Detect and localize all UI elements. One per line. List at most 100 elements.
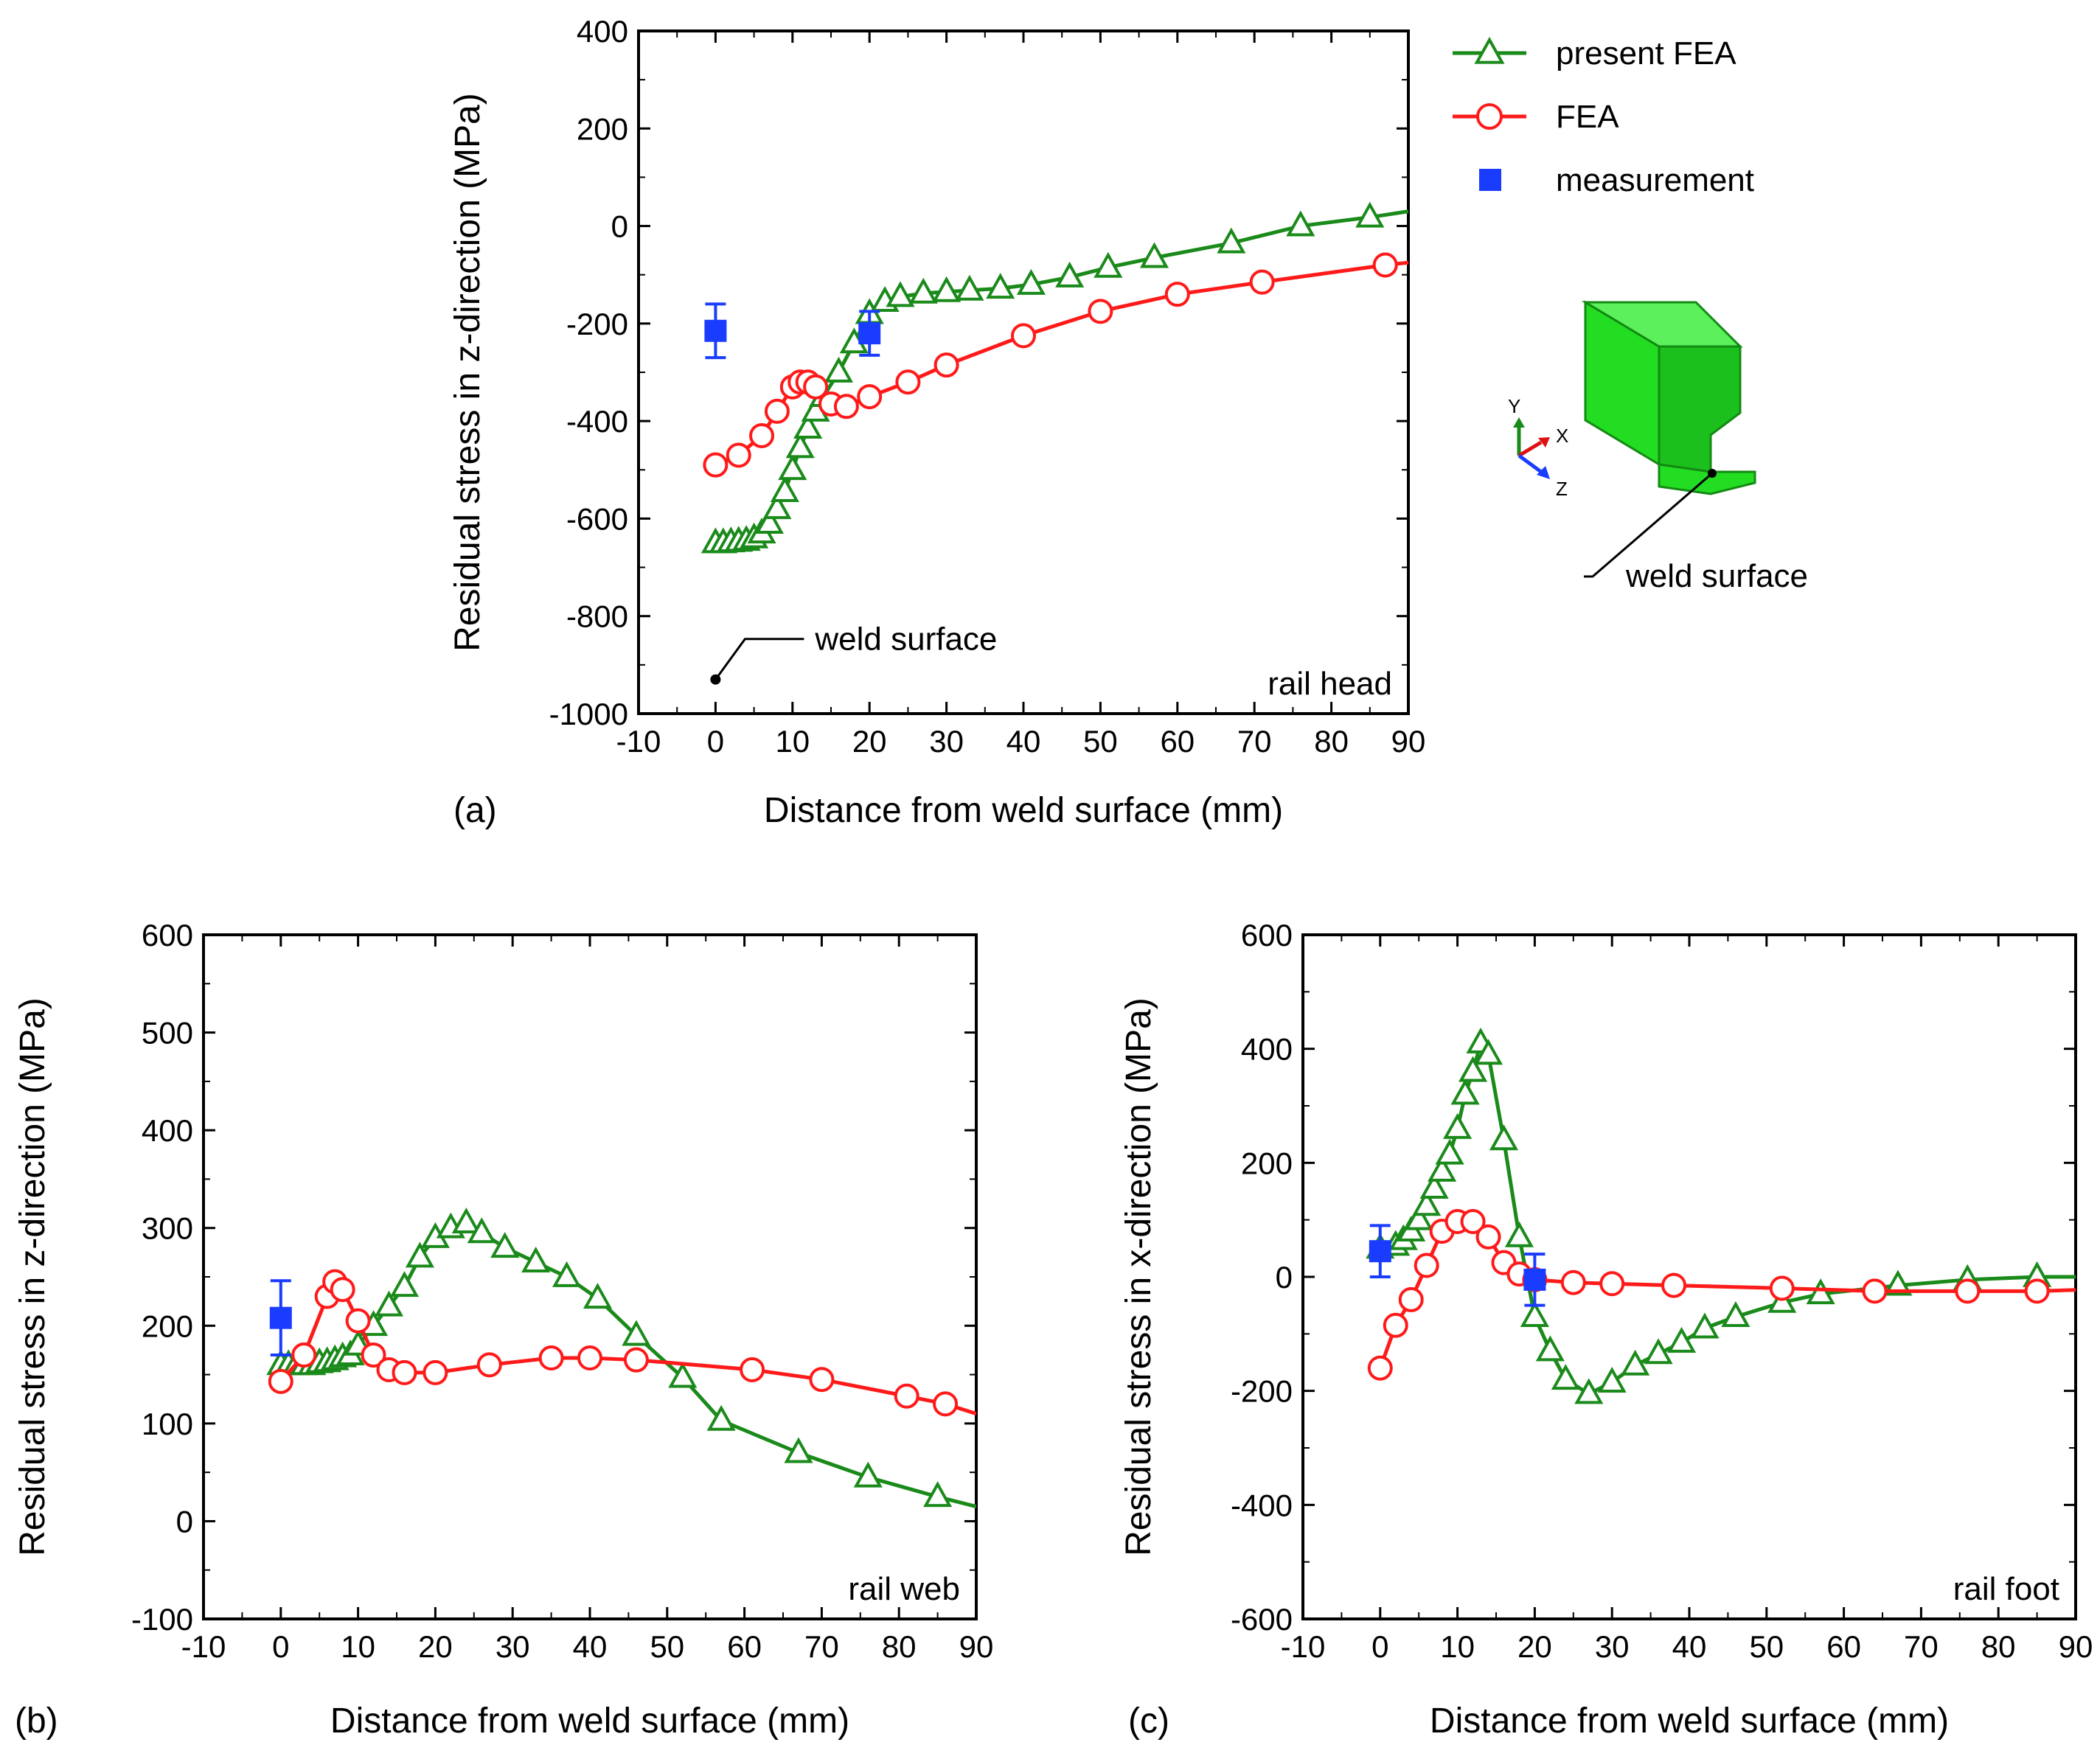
y-tick-label: -200 <box>566 307 628 341</box>
circle-marker <box>291 1342 317 1368</box>
triangle-marker <box>1473 1039 1503 1065</box>
triangle-marker <box>1217 227 1246 254</box>
triangle-marker <box>1504 1221 1534 1247</box>
circle-marker <box>895 369 921 395</box>
triangle-marker <box>1443 1112 1473 1139</box>
callout-leader <box>715 638 804 680</box>
triangle-marker <box>1520 1301 1549 1328</box>
circle-marker <box>538 1345 564 1371</box>
triangle-marker <box>374 1290 404 1317</box>
triangle-marker <box>405 1241 434 1268</box>
triangle-marker <box>923 1481 953 1508</box>
x-tick-label: 40 <box>573 1629 608 1664</box>
square-marker <box>704 319 727 342</box>
x-tick-label: 30 <box>929 724 964 759</box>
y-tick-label: 200 <box>577 111 628 146</box>
x-tick-label: 60 <box>727 1629 762 1664</box>
circle-marker <box>1955 1278 1981 1304</box>
x-tick-label: 70 <box>804 1629 839 1664</box>
circle-marker <box>1460 1208 1486 1234</box>
plot-frame <box>637 29 1410 715</box>
y-axis-label: Residual stress in z-direction (MPa) <box>13 997 52 1556</box>
circle-marker <box>1383 1312 1408 1338</box>
triangle-marker <box>1419 1173 1449 1199</box>
circle-marker <box>1862 1278 1888 1304</box>
circle-marker <box>726 442 751 468</box>
triangle-marker <box>1597 1366 1627 1393</box>
triangle-marker <box>583 1283 613 1309</box>
triangle-marker <box>1435 1138 1464 1165</box>
x-tick-label: 20 <box>418 1629 453 1664</box>
x-tick-label: 0 <box>707 724 724 759</box>
triangle-marker <box>668 1362 698 1388</box>
circle-marker <box>423 1359 448 1385</box>
triangle-marker <box>1450 1079 1480 1105</box>
triangle-marker <box>1428 1155 1457 1182</box>
triangle-marker <box>1621 1349 1650 1376</box>
series-measurement <box>269 1279 292 1357</box>
triangle-marker <box>467 1217 496 1244</box>
plot-frame <box>202 933 978 1620</box>
triangle-marker <box>1355 201 1385 228</box>
inset-weld-surface-label: weld surface <box>1625 558 1808 594</box>
x-tick-label: 20 <box>852 724 887 759</box>
series-measurement <box>1369 1224 1546 1307</box>
triangle-marker <box>762 493 792 520</box>
circle-marker <box>1249 269 1275 295</box>
y-tick-label: 600 <box>142 918 193 952</box>
y-arrowhead <box>1513 417 1525 428</box>
triangle-marker <box>389 1271 420 1298</box>
y-tick-label: 200 <box>142 1309 193 1343</box>
y-tick-label: -100 <box>131 1602 193 1637</box>
weld-surface-leader <box>1584 472 1713 578</box>
triangle-marker <box>552 1261 582 1287</box>
y-tick-label: -600 <box>566 501 628 536</box>
x-tick-label: 90 <box>1391 724 1426 759</box>
panel-letter: (b) <box>15 1701 58 1741</box>
legend-label: FEA <box>1556 99 1619 135</box>
y-tick-label: 300 <box>142 1211 193 1246</box>
x-tick-label: 90 <box>2059 1629 2093 1664</box>
axis-x-letter: X <box>1556 425 1568 447</box>
triangle-marker <box>784 1437 813 1463</box>
z-axis-arrow <box>1517 453 1543 474</box>
x-tick-label: -10 <box>181 1629 226 1664</box>
panel-b-chart: -10 0 10 20 30 40 50 60 70 80 90-10001002003004005… <box>13 918 993 1741</box>
circle-marker <box>894 1383 919 1409</box>
circle-marker <box>1475 1224 1501 1250</box>
panel-annotation: rail foot <box>1953 1571 2059 1607</box>
triangle-marker <box>1883 1269 1913 1296</box>
x-tick-label: 40 <box>1006 724 1041 759</box>
x-arrowhead <box>1538 437 1550 447</box>
circle-marker <box>577 1345 602 1371</box>
y-tick-label: 400 <box>577 14 628 49</box>
y-tick-label: -200 <box>1231 1374 1293 1409</box>
x-tick-label: 0 <box>272 1629 289 1664</box>
circle-marker <box>1164 282 1190 307</box>
panel-annotation: rail web <box>848 1571 960 1607</box>
x-tick-label: 60 <box>1826 1629 1861 1664</box>
circle-marker <box>1398 1286 1424 1312</box>
series-present-fea <box>700 201 1408 554</box>
x-axis-arrow <box>1517 440 1543 458</box>
legend-label: measurement <box>1556 162 1754 198</box>
triangle-marker <box>1551 1364 1580 1390</box>
y-tick-label: 200 <box>1241 1146 1293 1180</box>
triangle-marker <box>1806 1278 1835 1305</box>
triangle-marker <box>451 1207 481 1233</box>
x-tick-label: 90 <box>959 1629 994 1664</box>
circle-marker <box>330 1277 355 1303</box>
triangle-marker <box>1094 251 1123 278</box>
y-tick-label: 600 <box>1241 918 1293 952</box>
x-axis-label: Distance from weld surface (mm) <box>1430 1701 1949 1741</box>
x-tick-label: 50 <box>1749 1629 1784 1664</box>
y-tick-label: -600 <box>1231 1602 1293 1637</box>
triangle-marker <box>1535 1335 1565 1362</box>
legend-triangle-marker <box>1474 36 1505 64</box>
rail-web-side <box>1658 345 1742 473</box>
circle-marker <box>857 384 883 410</box>
x-axis-label: Distance from weld surface (mm) <box>330 1701 849 1741</box>
x-tick-label: 10 <box>1440 1629 1475 1664</box>
circle-marker <box>1372 252 1398 278</box>
